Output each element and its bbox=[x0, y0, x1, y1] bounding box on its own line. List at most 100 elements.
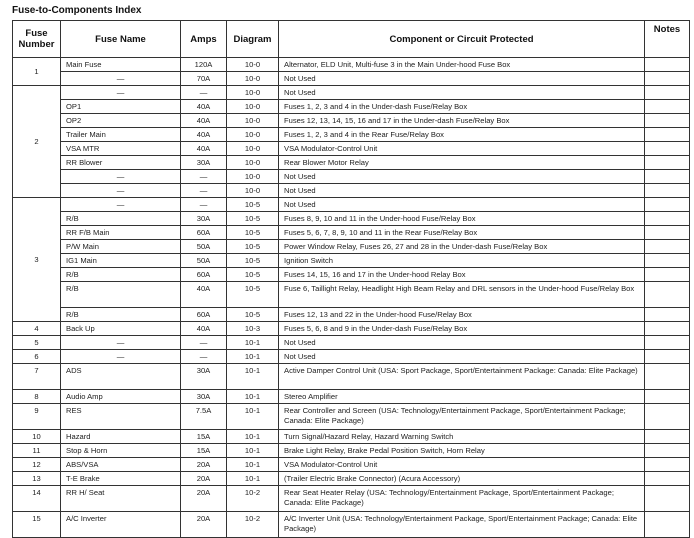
notes-cell bbox=[644, 113, 690, 128]
component-cell: Alternator, ELD Unit, Multi-fuse 3 in th… bbox=[278, 57, 645, 72]
table-row: 12 ABS/VSA 20A 10-1 VSA Modulator-Control Un… bbox=[12, 457, 690, 472]
fuse-name-cell: RR Blower bbox=[60, 155, 181, 170]
table-row: Trailer Main 40A 10-0 Fuses 1, 2, 3 and 4 i… bbox=[13, 127, 690, 142]
fuse-number-cell: 13 bbox=[12, 471, 61, 486]
diagram-cell: 10-0 bbox=[226, 183, 279, 198]
component-cell: Rear Controller and Screen (USA: Technol… bbox=[278, 403, 645, 430]
amps-cell: 30A bbox=[180, 211, 227, 226]
diagram-cell: 10-5 bbox=[226, 281, 279, 308]
notes-cell bbox=[644, 71, 690, 86]
amps-cell: — bbox=[180, 349, 227, 364]
notes-cell bbox=[644, 155, 690, 170]
fuse-name-cell: RR H/ Seat bbox=[60, 485, 181, 512]
notes-cell bbox=[644, 307, 690, 322]
fuse-name-cell: R/B bbox=[60, 211, 181, 226]
notes-cell bbox=[644, 99, 690, 114]
notes-cell bbox=[644, 211, 690, 226]
table-row: — —10-0 Not Used bbox=[13, 183, 690, 198]
diagram-cell: 10-0 bbox=[226, 155, 279, 170]
notes-cell bbox=[644, 85, 690, 100]
fuse-name-cell: Audio Amp bbox=[60, 389, 181, 404]
notes-cell bbox=[644, 281, 690, 308]
notes-cell bbox=[644, 363, 690, 390]
table-row: 13 T-E Brake 20A 10-1 (Trailer Electric Brak… bbox=[12, 471, 690, 486]
fuse-name-cell: OP2 bbox=[60, 113, 181, 128]
amps-cell: 30A bbox=[180, 389, 227, 404]
fuse-index-table: Fuse Number Fuse Name Amps Diagram Compo… bbox=[12, 20, 690, 538]
component-cell: A/C Inverter Unit (USA: Technology/Enter… bbox=[278, 511, 645, 538]
diagram-cell: 10-1 bbox=[226, 471, 279, 486]
fuse-name-cell: — bbox=[60, 349, 181, 364]
table-row: OP2 40A 10-0 Fuses 12, 13, 14, 15, 16 and 1… bbox=[13, 113, 690, 128]
table-row: P/W Main 50A 10-5 Power Window Relay, Fuses… bbox=[13, 239, 690, 254]
diagram-cell: 10-1 bbox=[226, 403, 279, 430]
component-cell: Fuses 12, 13, 14, 15, 16 and 17 in the U… bbox=[278, 113, 645, 128]
amps-cell: 60A bbox=[180, 267, 227, 282]
fuse-name-cell: R/B bbox=[60, 281, 181, 308]
fuse-name-cell: Main Fuse bbox=[60, 57, 181, 72]
component-cell: (Trailer Electric Brake Connector) (Acur… bbox=[278, 471, 645, 486]
diagram-cell: 10-0 bbox=[226, 99, 279, 114]
component-cell: Fuses 5, 6, 8 and 9 in the Under-dash Fu… bbox=[278, 321, 645, 336]
fuse-name-cell: RR F/B Main bbox=[60, 225, 181, 240]
fuse-number-cell: 10 bbox=[12, 429, 61, 444]
fuse-name-cell: RES bbox=[60, 403, 181, 430]
fuse-number-cell: 7 bbox=[12, 363, 61, 390]
component-cell: Fuse 6, Taillight Relay, Headlight High … bbox=[278, 281, 645, 308]
table-row: VSA MTR 40A 10-0 VSA Modulator-Control Unit bbox=[13, 141, 690, 156]
notes-cell bbox=[644, 127, 690, 142]
table-row: 8 Audio Amp 30A 10-1 Stereo Amplifier bbox=[12, 389, 690, 404]
fuse-name-cell: T-E Brake bbox=[60, 471, 181, 486]
notes-cell bbox=[644, 321, 690, 336]
table-row: RR Blower 30A 10-0 Rear Blower Motor Relay bbox=[13, 155, 690, 170]
diagram-cell: 10-1 bbox=[226, 457, 279, 472]
notes-cell bbox=[644, 225, 690, 240]
notes-cell bbox=[644, 443, 690, 458]
notes-cell bbox=[644, 169, 690, 184]
fuse-name-cell: — bbox=[60, 71, 181, 86]
table-row: IG1 Main 50A 10-5 Ignition Switch bbox=[13, 253, 690, 268]
table-row: 5— —10-1 Not Used bbox=[12, 335, 690, 350]
component-cell: Ignition Switch bbox=[278, 253, 645, 268]
amps-cell: 120A bbox=[180, 57, 227, 72]
table-row: OP1 40A 10-0 Fuses 1, 2, 3 and 4 in the Und… bbox=[13, 99, 690, 114]
table-row: R/B 40A 10-5 Fuse 6, Taillight Relay, Headl… bbox=[13, 281, 690, 308]
amps-cell: 40A bbox=[180, 321, 227, 336]
component-cell: Stereo Amplifier bbox=[278, 389, 645, 404]
notes-cell bbox=[644, 511, 690, 538]
diagram-cell: 10-1 bbox=[226, 363, 279, 390]
fuse-name-cell: — bbox=[60, 335, 181, 350]
table-row: 3— —10-5 Not Used bbox=[12, 197, 690, 322]
component-cell: Power Window Relay, Fuses 26, 27 and 28 … bbox=[278, 239, 645, 254]
diagram-cell: 10-0 bbox=[226, 57, 279, 72]
component-cell: Not Used bbox=[278, 197, 645, 212]
amps-cell: 15A bbox=[180, 443, 227, 458]
fuse-number-cell: 2 bbox=[12, 85, 61, 198]
notes-cell bbox=[644, 485, 690, 512]
table-row: 14 RR H/ Seat 20A 10-2 Rear Seat Heater Rela… bbox=[12, 485, 690, 512]
diagram-cell: 10-0 bbox=[226, 71, 279, 86]
component-cell: Not Used bbox=[278, 85, 645, 100]
diagram-cell: 10-2 bbox=[226, 511, 279, 538]
diagram-cell: 10-1 bbox=[226, 349, 279, 364]
fuse-number-cell: 9 bbox=[12, 403, 61, 430]
diagram-cell: 10-2 bbox=[226, 485, 279, 512]
component-cell: Not Used bbox=[278, 335, 645, 350]
fuse-number-cell: 5 bbox=[12, 335, 61, 350]
amps-cell: 20A bbox=[180, 511, 227, 538]
component-cell: Not Used bbox=[278, 71, 645, 86]
amps-cell: — bbox=[180, 335, 227, 350]
amps-cell: 50A bbox=[180, 239, 227, 254]
diagram-cell: 10-5 bbox=[226, 253, 279, 268]
header-component: Component or Circuit Protected bbox=[278, 20, 645, 58]
diagram-cell: 10-1 bbox=[226, 429, 279, 444]
fuse-name-cell: Trailer Main bbox=[60, 127, 181, 142]
component-cell: Rear Blower Motor Relay bbox=[278, 155, 645, 170]
fuse-name-cell: OP1 bbox=[60, 99, 181, 114]
table-row: 1 Main Fuse 120A 10-0 Alternator, ELD Unit, … bbox=[12, 57, 690, 86]
notes-cell bbox=[644, 141, 690, 156]
amps-cell: 20A bbox=[180, 485, 227, 512]
diagram-cell: 10-0 bbox=[226, 127, 279, 142]
component-cell: Fuses 12, 13 and 22 in the Under-hood Fu… bbox=[278, 307, 645, 322]
notes-cell bbox=[644, 253, 690, 268]
